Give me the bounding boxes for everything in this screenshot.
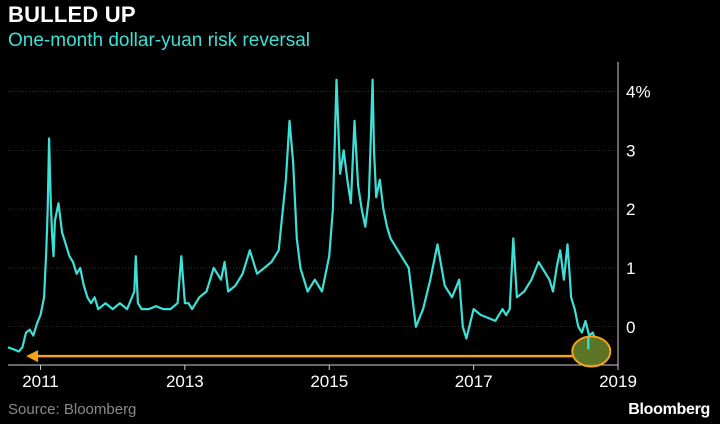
y-tick-label: 4%: [626, 82, 651, 101]
x-tick-label: 2011: [22, 372, 59, 391]
axis-labels: 0 1 2 3 4% 2011 2013 2015 2017 2019: [8, 62, 651, 391]
y-tick-label: 2: [626, 200, 635, 219]
chart-title: BULLED UP: [8, 2, 136, 27]
x-tick-label: 2019: [599, 372, 637, 391]
y-tick-label: 0: [626, 318, 635, 337]
arrow-head: [26, 350, 39, 363]
x-tick-label: 2013: [166, 372, 204, 391]
x-tick-label: 2015: [310, 372, 348, 391]
highlight-circle: [571, 335, 612, 368]
x-tick-label: 2017: [455, 372, 493, 391]
chart-subtitle: One-month dollar-yuan risk reversal: [8, 30, 311, 51]
grid-lines: [8, 91, 618, 328]
annotations: [26, 335, 612, 368]
y-tick-label: 1: [626, 259, 635, 278]
series-line-0: [7, 78, 596, 353]
source-note: Source: Bloomberg: [8, 401, 137, 418]
bloomberg-logo: Bloomberg: [628, 401, 710, 418]
y-tick-label: 3: [626, 141, 635, 160]
series-layer: [7, 78, 596, 353]
